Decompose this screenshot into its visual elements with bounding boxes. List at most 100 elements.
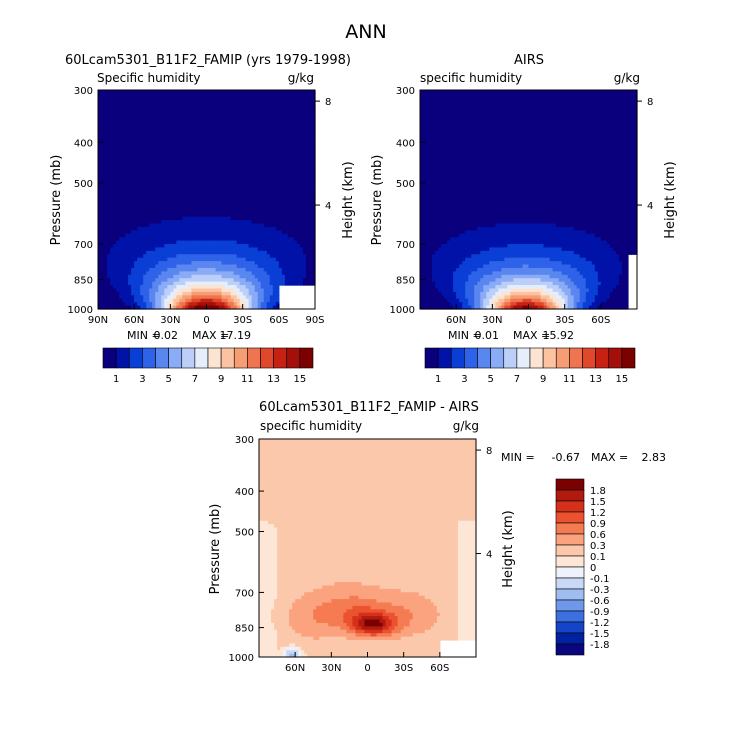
field-cell xyxy=(227,247,232,252)
field-cell xyxy=(170,278,174,283)
field-cell xyxy=(260,254,265,259)
field-cell xyxy=(311,261,316,266)
field-cell xyxy=(107,124,111,129)
field-cell xyxy=(119,202,123,207)
field-cell xyxy=(287,182,292,187)
field-cell xyxy=(140,144,144,149)
field-cell xyxy=(119,274,123,279)
field-cell xyxy=(248,261,253,266)
field-cell xyxy=(191,302,196,307)
field-cell xyxy=(191,137,196,142)
field-cell xyxy=(432,158,436,163)
field-cell xyxy=(158,192,162,197)
field-cell xyxy=(305,192,310,197)
field-cell xyxy=(293,93,298,98)
field-cell xyxy=(107,206,111,211)
field-cell xyxy=(308,233,313,238)
field-cell xyxy=(98,274,102,279)
field-cell xyxy=(179,254,183,259)
field-cell xyxy=(248,144,253,149)
field-cell xyxy=(284,141,289,146)
field-cell xyxy=(269,90,274,95)
field-cell xyxy=(131,220,135,225)
field-cell xyxy=(113,113,117,118)
field-cell xyxy=(206,288,211,293)
field-cell xyxy=(197,223,202,228)
field-cell xyxy=(438,131,442,136)
field-cell xyxy=(161,144,165,149)
field-cell xyxy=(128,134,132,139)
field-cell xyxy=(155,158,159,163)
field-cell xyxy=(149,243,153,249)
field-cell xyxy=(278,178,283,183)
field-cell xyxy=(203,209,208,214)
field-cell xyxy=(275,165,280,170)
field-cell xyxy=(110,254,114,259)
field-cell xyxy=(233,155,238,160)
field-cell xyxy=(251,161,256,166)
field-cell xyxy=(131,172,135,177)
field-cell xyxy=(287,90,292,95)
field-cell xyxy=(272,216,277,221)
field-cell xyxy=(221,141,226,146)
field-cell xyxy=(134,250,138,255)
field-cell xyxy=(281,206,286,211)
field-cell xyxy=(429,250,433,255)
field-cell xyxy=(215,247,220,252)
field-cell xyxy=(116,90,120,95)
field-cell xyxy=(104,165,108,170)
field-cell xyxy=(152,100,156,105)
field-cell xyxy=(221,223,226,228)
field-cell xyxy=(230,110,235,115)
field-cell xyxy=(438,120,442,125)
field-cell xyxy=(290,107,295,112)
field-cell xyxy=(134,240,138,245)
field-cell xyxy=(182,134,187,139)
field-cell xyxy=(254,230,259,235)
field-cell xyxy=(266,120,271,125)
field-cell xyxy=(173,192,177,197)
field-cell xyxy=(272,243,277,249)
field-cell xyxy=(293,110,298,115)
field-cell xyxy=(435,103,439,108)
field-cell xyxy=(164,264,168,269)
field-cell xyxy=(209,233,214,238)
field-cell xyxy=(296,240,301,245)
field-cell xyxy=(107,305,111,310)
field-cell xyxy=(239,185,244,190)
field-cell xyxy=(284,278,289,283)
field-cell xyxy=(203,247,208,252)
field-cell xyxy=(287,196,292,201)
field-cell xyxy=(164,240,168,245)
field-cell xyxy=(167,220,171,225)
field-cell xyxy=(236,182,241,187)
field-cell xyxy=(305,226,310,231)
field-cell xyxy=(203,137,208,142)
field-cell xyxy=(113,226,117,231)
field-cell xyxy=(128,288,132,293)
field-cell xyxy=(209,209,214,214)
field-cell xyxy=(164,213,168,218)
field-cell xyxy=(116,127,120,132)
field-cell xyxy=(164,158,168,163)
field-cell xyxy=(188,107,193,112)
field-cell xyxy=(158,151,162,156)
field-cell xyxy=(269,230,274,235)
field-cell xyxy=(266,113,271,118)
field-cell xyxy=(116,196,120,201)
field-cell xyxy=(257,131,262,136)
field-cell xyxy=(257,267,262,272)
field-cell xyxy=(173,226,177,231)
field-cell xyxy=(278,151,283,156)
field-cell xyxy=(260,233,265,238)
field-cell xyxy=(152,267,156,272)
field-cell xyxy=(302,261,307,266)
colorbar-box xyxy=(247,347,261,369)
field-cell xyxy=(176,100,180,105)
field-cell xyxy=(248,134,253,139)
field-cell xyxy=(176,288,180,293)
field-cell xyxy=(170,243,174,249)
field-cell xyxy=(290,144,295,149)
field-cell xyxy=(290,237,295,242)
field-cell xyxy=(155,291,159,296)
